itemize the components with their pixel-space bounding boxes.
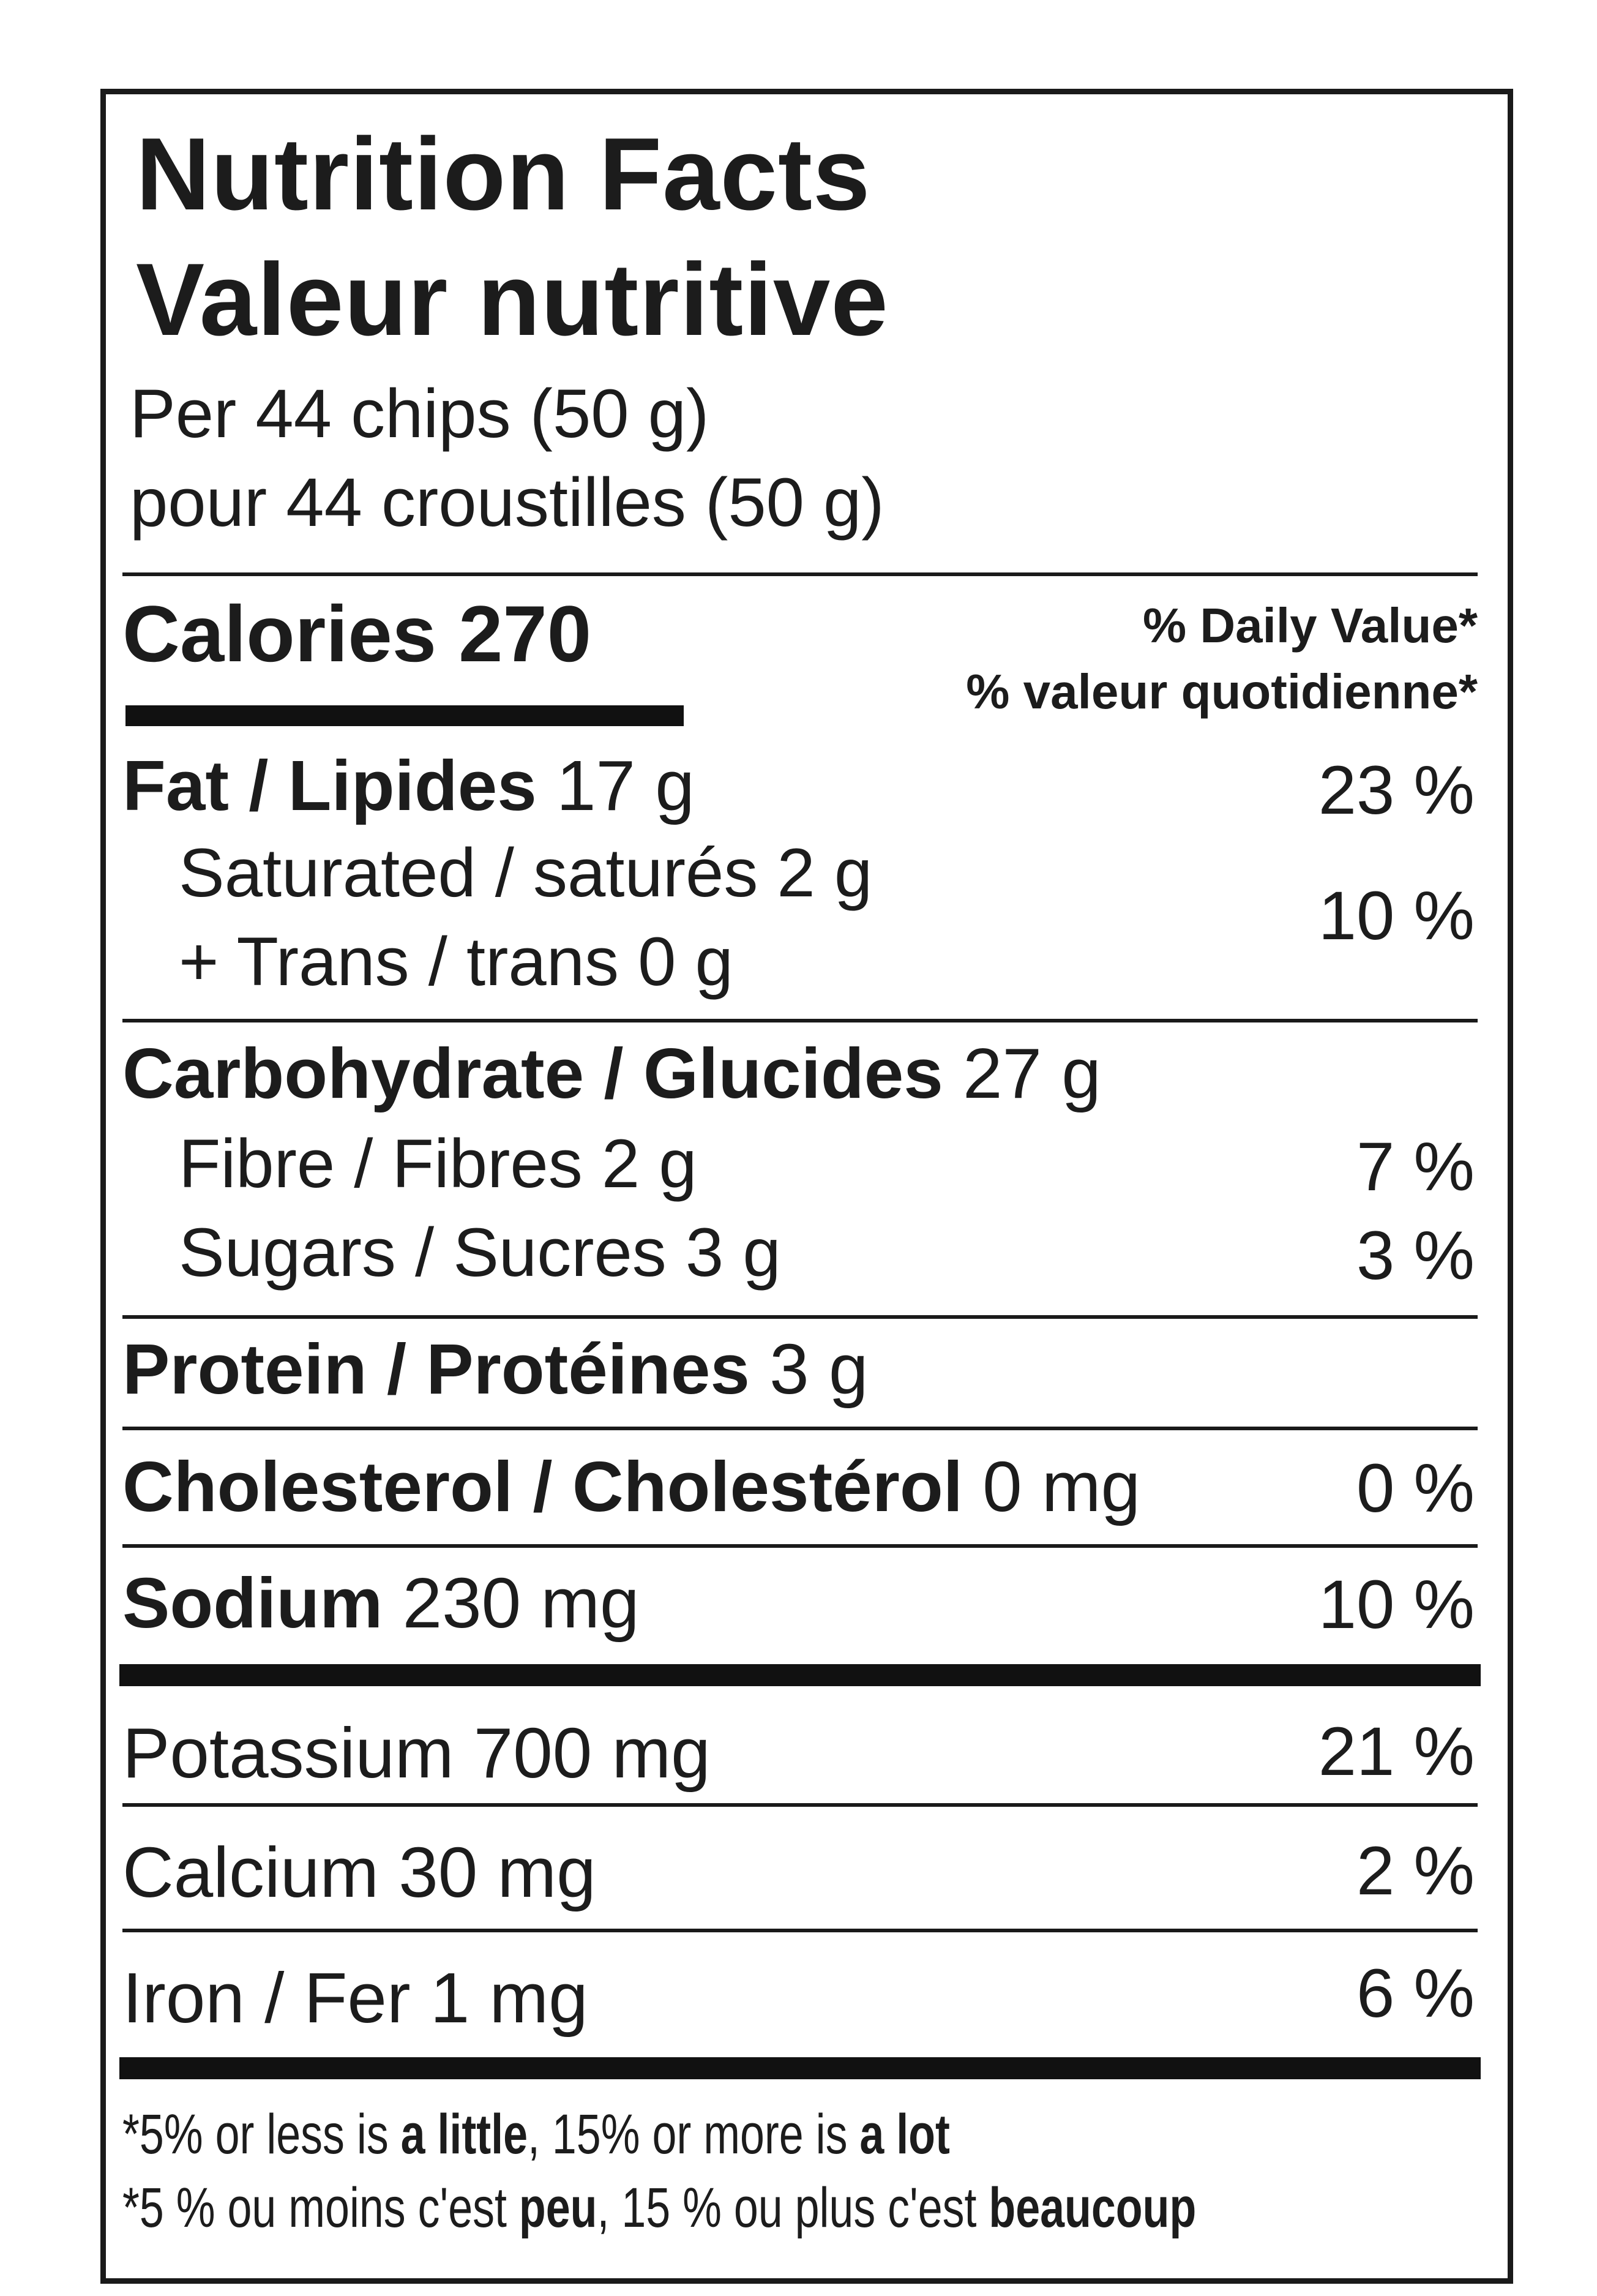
sodium-dv: 10 % [1318, 1566, 1475, 1643]
serving-size-en: Per 44 chips (50 g) [130, 375, 709, 452]
potassium-row: Potassium 700 mg [122, 1713, 711, 1793]
footnote-en: *5% or less is a little, 15% or more is … [122, 2106, 950, 2163]
protein-row: Protein / Protéines 3 g [122, 1334, 868, 1405]
divider [122, 1929, 1478, 1932]
title-en: Nutrition Facts [136, 116, 871, 231]
divider [122, 1427, 1478, 1430]
daily-value-en: % Daily Value* [1143, 598, 1478, 653]
sodium-amount: 230 mg [402, 1563, 640, 1643]
fat-dv: 23 % [1318, 752, 1475, 828]
cholesterol-amount: 0 mg [982, 1447, 1141, 1526]
fibre-dv: 7 % [1356, 1128, 1475, 1205]
fat-amount: 17 g [556, 746, 695, 825]
fat-label: Fat / Lipides [122, 746, 537, 825]
footnote-bold: a little [400, 2103, 528, 2166]
footnote-fr: *5 % ou moins c'est peu, 15 % ou plus c'… [122, 2180, 1196, 2236]
nutrition-facts-panel [100, 89, 1513, 2284]
protein-label: Protein / Protéines [122, 1329, 750, 1409]
calories-label: Calories [122, 589, 437, 678]
iron-row: Iron / Fer 1 mg [122, 1958, 588, 2038]
sugars-row: Sugars / Sucres 3 g [179, 1214, 781, 1291]
calories-value: 270 [458, 589, 592, 678]
footnote-text: , 15% or more is [528, 2103, 860, 2166]
calories-bar [125, 705, 684, 726]
sodium-row: Sodium 230 mg [122, 1567, 639, 1638]
footnote-text: , 15 % ou plus c'est [597, 2177, 989, 2239]
protein-amount: 3 g [769, 1329, 869, 1409]
sodium-label: Sodium [122, 1563, 383, 1643]
sugars-dv: 3 % [1356, 1217, 1475, 1294]
cholesterol-dv: 0 % [1356, 1450, 1475, 1526]
divider [122, 1803, 1478, 1807]
cholesterol-label-fr: Cholestérol [572, 1447, 963, 1526]
cholesterol-label-en: Cholesterol / [122, 1447, 553, 1526]
divider [122, 572, 1478, 576]
potassium-dv: 21 % [1318, 1713, 1475, 1790]
saturated-row: Saturated / saturés 2 g [179, 835, 873, 911]
calcium-dv: 2 % [1356, 1833, 1475, 1909]
carb-row: Carbohydrate / Glucides 27 g [122, 1038, 1101, 1109]
cholesterol-row: Cholesterol / Cholestérol 0 mg [122, 1451, 1140, 1522]
carb-label: Carbohydrate / Glucides [122, 1034, 943, 1113]
footnote-bold: a lot [859, 2103, 950, 2166]
trans-row: + Trans / trans 0 g [179, 923, 733, 1000]
fat-row: Fat / Lipides 17 g [122, 750, 695, 821]
footnote-bold: peu [518, 2177, 597, 2239]
divider [122, 1019, 1478, 1022]
divider [122, 1315, 1478, 1319]
divider [122, 1544, 1478, 1548]
footnote-bold: beaucoup [989, 2177, 1197, 2239]
calories-row: Calories 270 [122, 594, 591, 673]
footnote-text: *5% or less is [122, 2103, 401, 2166]
footnote-text: *5 % ou moins c'est [122, 2177, 519, 2239]
thick-divider [119, 1664, 1481, 1686]
sat-trans-dv: 10 % [1318, 877, 1475, 954]
title-fr: Valeur nutritive [136, 242, 889, 357]
fibre-row: Fibre / Fibres 2 g [179, 1125, 697, 1202]
thick-divider [119, 2057, 1481, 2079]
calcium-row: Calcium 30 mg [122, 1833, 596, 1912]
daily-value-fr: % valeur quotidienne* [966, 664, 1478, 719]
iron-dv: 6 % [1356, 1955, 1475, 2032]
serving-size-fr: pour 44 croustilles (50 g) [130, 464, 885, 541]
carb-amount: 27 g [963, 1034, 1101, 1113]
